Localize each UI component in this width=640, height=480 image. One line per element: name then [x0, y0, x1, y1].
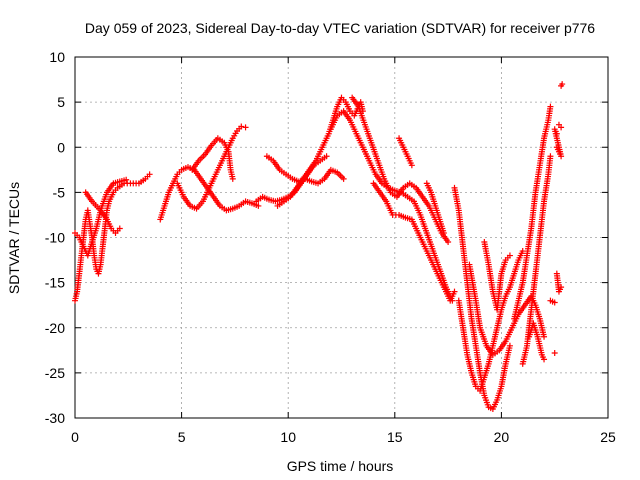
data-point — [116, 225, 123, 232]
data-point — [229, 175, 236, 182]
y-tick-label: 5 — [57, 94, 65, 110]
y-tick-label: 0 — [57, 139, 65, 155]
data-point — [440, 229, 447, 236]
data-point — [445, 239, 452, 246]
y-tick-label: -10 — [45, 230, 65, 246]
x-tick-label: 25 — [600, 429, 616, 445]
x-tick-label: 15 — [387, 429, 403, 445]
data-point — [340, 175, 347, 182]
data-point — [558, 284, 565, 291]
data-point — [255, 202, 262, 209]
data-point — [553, 130, 560, 137]
data-point — [559, 81, 566, 88]
y-axis-label: SDTVAR / TECUs — [6, 182, 22, 294]
x-tick-label: 0 — [71, 429, 79, 445]
data-point — [506, 252, 513, 259]
data-point — [547, 153, 554, 160]
data-point — [558, 124, 565, 131]
y-tick-label: -15 — [45, 275, 65, 291]
y-tick-label: -20 — [45, 320, 65, 336]
data-point — [541, 356, 548, 363]
y-tick-label: -25 — [45, 365, 65, 381]
y-tick-label: 10 — [49, 49, 65, 65]
data-points — [72, 81, 566, 412]
data-point — [123, 176, 130, 183]
chart-title: Day 059 of 2023, Sidereal Day-to-day VTE… — [85, 20, 595, 36]
data-point — [547, 103, 554, 110]
data-point — [408, 162, 415, 169]
data-point — [323, 153, 330, 160]
data-point — [146, 171, 153, 178]
y-tick-label: -30 — [45, 410, 65, 426]
data-point — [242, 124, 249, 131]
data-point — [551, 299, 558, 306]
x-tick-label: 20 — [494, 429, 510, 445]
data-point — [506, 342, 513, 349]
x-tick-label: 10 — [280, 429, 296, 445]
data-point — [551, 350, 558, 357]
data-point — [541, 333, 548, 340]
x-tick-label: 5 — [178, 429, 186, 445]
tick-labels: 0 5 10 15 20 25 10 5 0 -5 -10 -15 -20 -25 -30 — [45, 49, 616, 445]
data-point — [238, 123, 245, 130]
y-tick-label: -5 — [53, 184, 66, 200]
x-axis-label: GPS time / hours — [287, 458, 394, 474]
data-point — [451, 288, 458, 295]
